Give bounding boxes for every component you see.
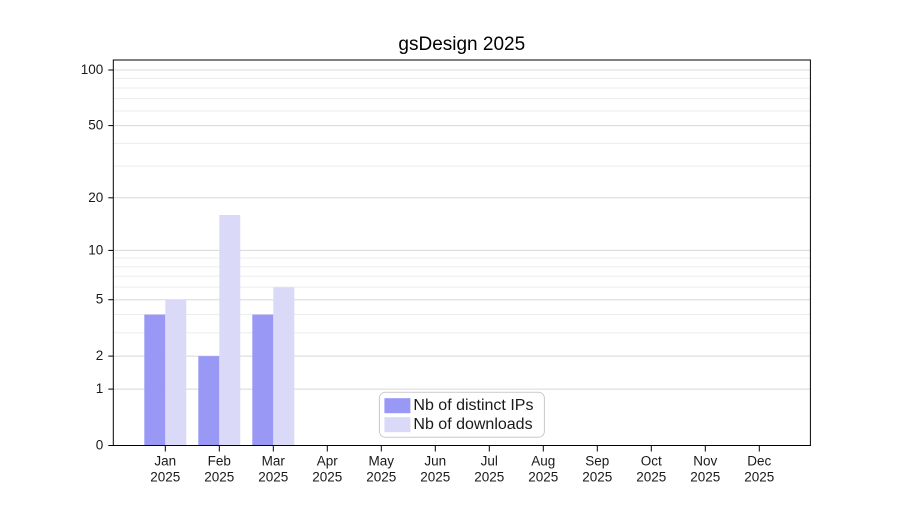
svg-text:5: 5 (96, 292, 104, 307)
svg-text:20: 20 (88, 190, 103, 205)
svg-text:Apr: Apr (317, 454, 339, 469)
svg-text:Oct: Oct (641, 454, 662, 469)
svg-text:2025: 2025 (312, 470, 342, 485)
svg-text:Sep: Sep (585, 454, 609, 469)
svg-text:2025: 2025 (204, 470, 234, 485)
svg-text:Nb of downloads: Nb of downloads (413, 416, 532, 433)
svg-text:Dec: Dec (747, 454, 771, 469)
svg-text:2: 2 (96, 348, 104, 363)
svg-text:2025: 2025 (150, 470, 180, 485)
svg-text:2025: 2025 (582, 470, 612, 485)
svg-text:Mar: Mar (262, 454, 286, 469)
svg-text:gsDesign 2025: gsDesign 2025 (398, 34, 525, 55)
svg-text:Feb: Feb (208, 454, 231, 469)
svg-text:2025: 2025 (474, 470, 504, 485)
svg-text:Nb of distinct IPs: Nb of distinct IPs (413, 397, 533, 414)
svg-text:1: 1 (96, 381, 104, 396)
svg-text:2025: 2025 (420, 470, 450, 485)
svg-text:Nov: Nov (693, 454, 717, 469)
svg-text:50: 50 (88, 118, 103, 133)
svg-text:2025: 2025 (636, 470, 666, 485)
svg-text:Jun: Jun (424, 454, 446, 469)
svg-text:100: 100 (81, 62, 104, 77)
svg-text:2025: 2025 (744, 470, 774, 485)
svg-text:Aug: Aug (531, 454, 555, 469)
svg-text:Jul: Jul (481, 454, 498, 469)
svg-text:2025: 2025 (528, 470, 558, 485)
svg-text:0: 0 (96, 438, 104, 453)
svg-text:2025: 2025 (258, 470, 288, 485)
svg-text:10: 10 (88, 242, 103, 257)
svg-text:2025: 2025 (690, 470, 720, 485)
svg-text:2025: 2025 (366, 470, 396, 485)
svg-text:May: May (369, 454, 395, 469)
svg-text:Jan: Jan (154, 454, 176, 469)
